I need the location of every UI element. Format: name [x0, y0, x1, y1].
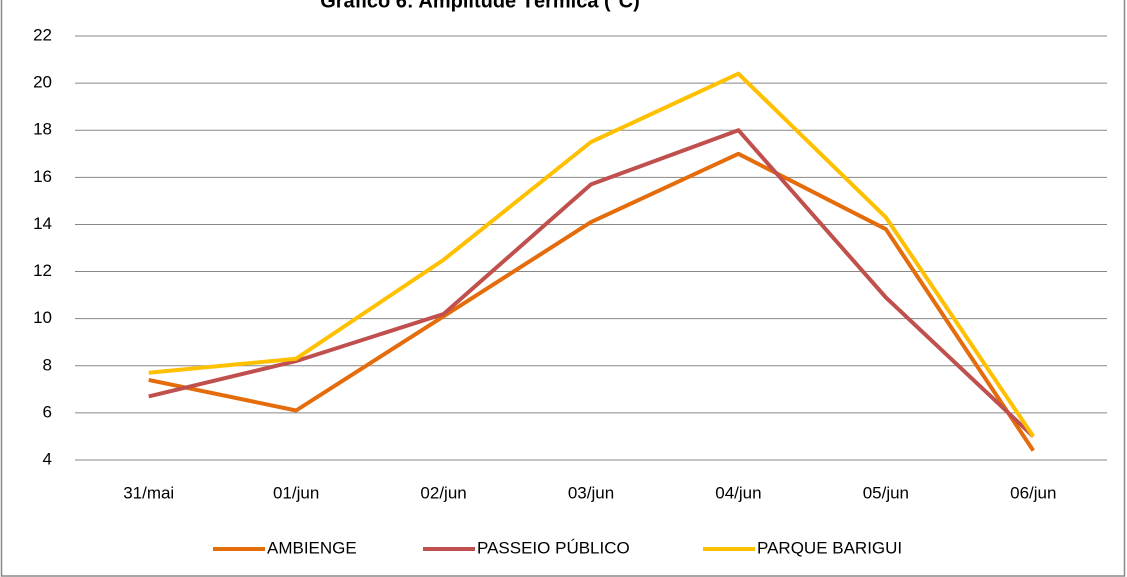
x-tick-label: 02/jun: [420, 483, 466, 502]
x-tick-label: 31/mai: [123, 483, 174, 502]
x-tick-label: 04/jun: [715, 483, 761, 502]
legend-label: PARQUE BARIGUI: [757, 538, 902, 557]
y-tick-label: 18: [33, 120, 52, 139]
series-line: [148, 128, 1035, 438]
series-line: [148, 151, 1035, 452]
x-tick-label: 06/jun: [1010, 483, 1056, 502]
x-tick-label: 01/jun: [273, 483, 319, 502]
y-tick-label: 10: [33, 308, 52, 327]
y-tick-label: 14: [33, 214, 52, 233]
y-tick-label: 4: [43, 449, 52, 468]
y-tick-label: 12: [33, 261, 52, 280]
y-tick-label: 6: [43, 402, 52, 421]
y-tick-label: 16: [33, 167, 52, 186]
x-tick-label: 03/jun: [568, 483, 614, 502]
y-tick-label: 22: [33, 25, 52, 44]
y-tick-label: 8: [43, 355, 52, 374]
legend-label: AMBIENGE: [267, 538, 357, 557]
y-tick-label: 20: [33, 73, 52, 92]
legend-label: PASSEIO PÚBLICO: [477, 538, 630, 557]
chart-title: Gráfico 6: Amplitude Térmica (°C): [320, 0, 640, 12]
x-tick-label: 05/jun: [863, 483, 909, 502]
series-line: [148, 71, 1035, 438]
